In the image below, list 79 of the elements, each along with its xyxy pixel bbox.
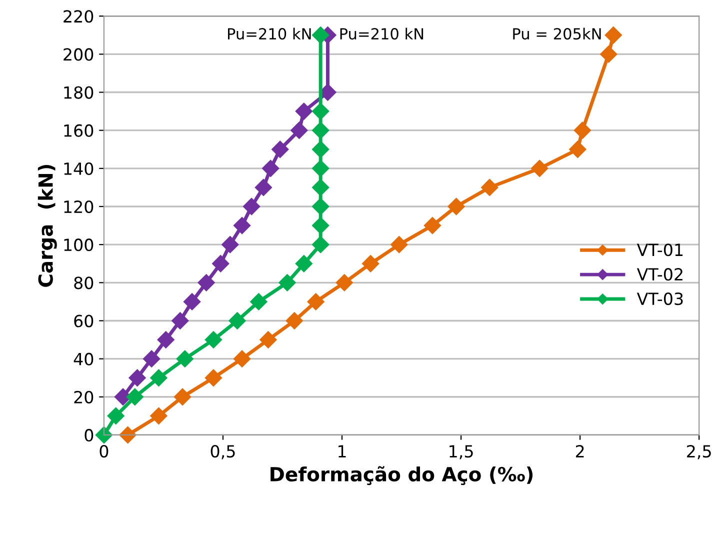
point [312, 122, 330, 139]
point [286, 312, 303, 330]
point [212, 255, 230, 272]
point [278, 274, 296, 292]
point [604, 26, 622, 44]
y-tick-label: 220 [64, 10, 94, 23]
point [260, 331, 277, 348]
point [295, 102, 312, 120]
point [262, 160, 280, 177]
legend-label: VT-01 [636, 244, 683, 256]
x-tick-label: 0,5 [210, 444, 235, 460]
legend-label: VT-02 [636, 268, 682, 281]
annotation: Pu=210 kN [340, 28, 424, 40]
point [312, 102, 330, 120]
point [233, 350, 251, 368]
point [183, 293, 201, 310]
legend-label: VT-03 [636, 292, 683, 306]
x-tick-label: 1,5 [450, 445, 473, 460]
x-tick-label: 2,5 [687, 444, 711, 460]
point [424, 216, 442, 234]
point [254, 178, 272, 196]
point [574, 122, 591, 139]
point [243, 198, 260, 216]
point [312, 178, 330, 196]
point [481, 178, 498, 196]
y-tick-label: 0 [84, 428, 94, 442]
point [174, 388, 192, 406]
point [150, 407, 168, 424]
y-tick-label: 120 [64, 200, 94, 214]
y-tick-label: 80 [74, 276, 94, 290]
point [233, 216, 251, 234]
y-tick-label: 40 [74, 352, 94, 366]
point [307, 293, 324, 310]
y-tick-label: 140 [64, 162, 94, 175]
point [157, 331, 174, 348]
point [290, 122, 308, 139]
point [336, 274, 353, 292]
point [222, 236, 239, 254]
point [272, 140, 289, 158]
x-tick-label: 0 [100, 444, 108, 458]
y-tick-label: 100 [64, 238, 94, 252]
point [295, 255, 312, 272]
y-tick-label: 60 [74, 314, 94, 328]
y-tick-label: 20 [74, 390, 94, 404]
y-tick-label: 180 [64, 86, 94, 99]
point [198, 274, 215, 292]
point [107, 407, 124, 424]
point [312, 236, 330, 254]
point [312, 140, 330, 158]
point [312, 198, 330, 216]
point [128, 369, 146, 386]
point [176, 350, 194, 368]
point [204, 331, 222, 348]
point [250, 293, 268, 310]
point [569, 140, 586, 158]
point [312, 160, 330, 177]
point [390, 236, 408, 254]
point [172, 312, 189, 330]
point [362, 255, 380, 272]
point [150, 369, 168, 386]
point [312, 216, 330, 234]
point [600, 46, 618, 63]
y-tick-label: 160 [64, 124, 94, 137]
x-tick-label: 1 [338, 445, 346, 458]
point [126, 388, 144, 406]
point [95, 426, 113, 444]
annotation: Pu = 205kN [513, 28, 601, 40]
annotation: Pu=210 kN [228, 28, 311, 40]
x-axis-title: Deformação do Aço (‰) [270, 466, 533, 486]
y-axis-title: Carga (kN) [38, 164, 57, 287]
y-tick-label: 200 [64, 48, 94, 61]
x-tick-label: 2 [576, 444, 584, 458]
point [531, 160, 548, 177]
point [204, 369, 222, 386]
point [228, 312, 246, 330]
point [312, 26, 330, 44]
point [143, 350, 160, 368]
point [119, 426, 136, 444]
point [448, 198, 465, 216]
